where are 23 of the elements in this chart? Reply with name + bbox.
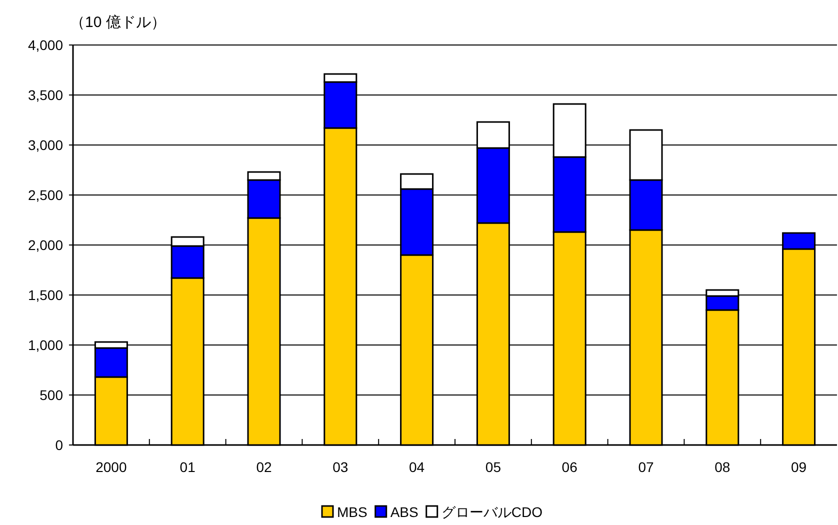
x-tick-label: 01 (180, 459, 196, 475)
y-tick-label: 1,500 (28, 287, 64, 303)
x-tick-label: 09 (791, 459, 807, 475)
legend-label: ABS (390, 504, 418, 520)
y-axis-title: （10 億ドル） (70, 14, 166, 31)
y-tick-label: 4,000 (28, 37, 64, 53)
legend-label: グローバルCDO (441, 504, 543, 520)
x-tick-label: 04 (409, 459, 425, 475)
y-tick-label: 0 (55, 437, 64, 453)
y-tick-label: 2,500 (28, 187, 64, 203)
y-tick-label: 500 (40, 387, 64, 403)
x-tick-label: 08 (714, 459, 730, 475)
x-tick-label: 07 (638, 459, 654, 475)
y-tick-label: 3,000 (28, 137, 64, 153)
y-tick-label: 2,000 (28, 237, 64, 253)
x-tick-label: 06 (562, 459, 578, 475)
x-tick-label: 05 (485, 459, 502, 475)
legend-label: MBS (337, 504, 368, 520)
y-tick-label: 3,500 (28, 87, 64, 103)
x-tick-label: 03 (332, 459, 348, 475)
y-tick-label: 1,000 (28, 337, 64, 353)
x-tick-label: 2000 (96, 459, 127, 475)
x-tick-label: 02 (256, 459, 272, 475)
